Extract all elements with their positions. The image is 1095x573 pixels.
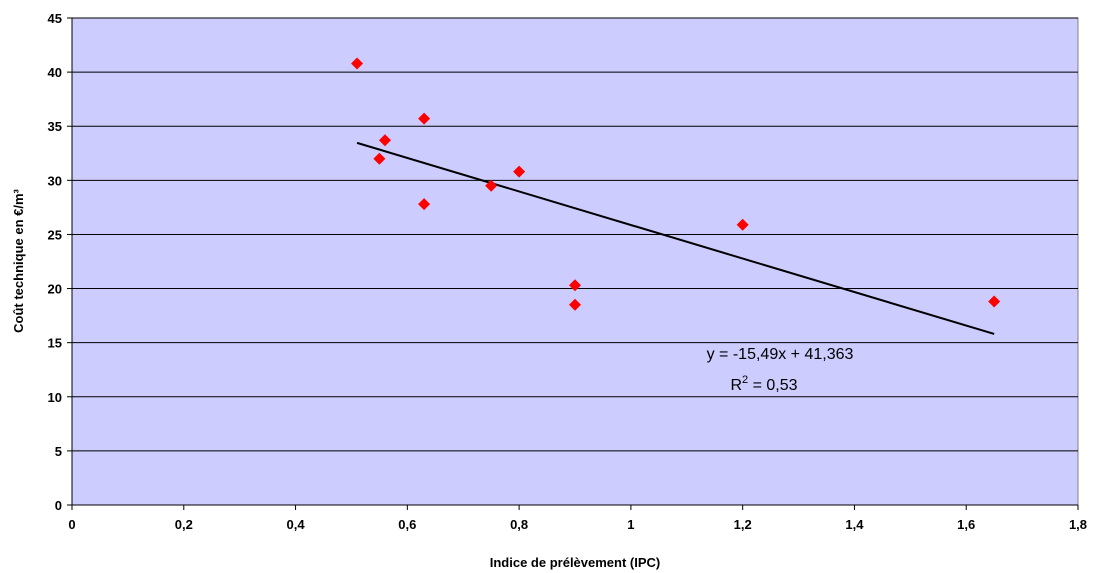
data-point [513,165,526,178]
y-axis-title: Coût technique en €/m³ [11,188,26,332]
x-axis-title: Indice de prélèvement (IPC) [490,555,661,570]
data-point [351,57,364,70]
y-tick-label: 35 [48,119,62,134]
y-tick-label: 10 [48,390,62,405]
data-point [485,179,498,192]
x-tick-labels: 0 0,2 0,4 0,6 0,8 1 1,2 1,4 1,6 1,8 [68,517,1087,532]
y-tick-label: 20 [48,282,62,297]
y-tick-labels: 0 5 10 15 20 25 30 35 40 45 [48,11,62,513]
data-point [569,279,581,292]
y-tick-label: 30 [48,173,62,188]
data-points [351,57,1001,311]
x-tick-label: 1,4 [845,517,864,532]
y-tick-label: 0 [55,498,62,513]
x-tick-label: 1 [627,517,634,532]
tick-marks [67,17,1079,510]
x-tick-label: 1,6 [957,517,975,532]
y-tick-label: 5 [55,444,62,459]
y-tick-label: 15 [48,336,62,351]
x-tick-label: 0 [68,517,75,532]
trendline [356,141,995,335]
data-point [373,152,386,165]
data-point [736,218,749,231]
data-point [569,298,581,311]
y-tick-label: 45 [48,11,62,26]
x-tick-label: 0,8 [510,517,528,532]
x-tick-label: 0,4 [287,517,306,532]
x-tick-label: 1,8 [1069,517,1087,532]
data-point [418,112,431,125]
trendline-equation: y = -15,49x + 41,363 [707,346,854,363]
x-tick-label: 0,2 [175,517,193,532]
data-point [418,198,431,211]
plot-area [71,17,1079,506]
r-squared-label: R2 = 0,53 [730,374,797,394]
data-point [378,134,391,147]
gridlines [72,17,1078,452]
x-tick-label: 1,2 [734,517,752,532]
y-tick-label: 25 [48,227,62,242]
y-tick-label: 40 [48,65,62,80]
x-tick-label: 0,6 [398,517,416,532]
data-point [988,295,1001,308]
